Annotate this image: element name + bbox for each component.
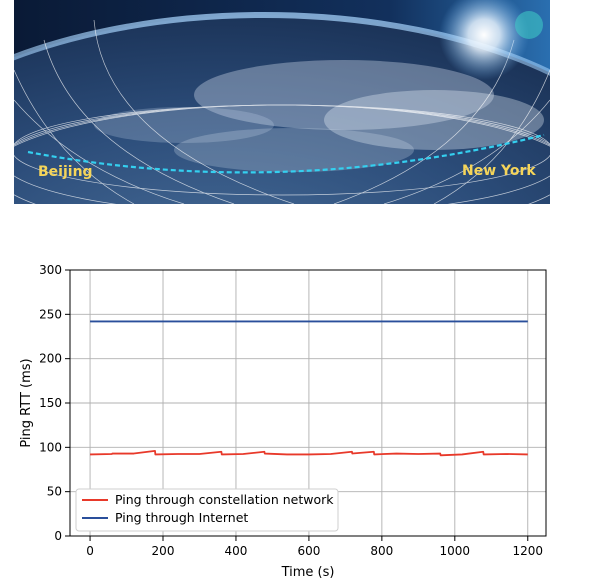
y-axis-title: Ping RTT (ms) — [19, 358, 34, 447]
y-tick-label: 200 — [39, 352, 62, 366]
legend-label-constellation: Ping through constellation network — [115, 492, 334, 507]
x-tick-label: 0 — [86, 544, 94, 558]
legend-label-internet: Ping through Internet — [115, 510, 248, 525]
series-line-constellation — [90, 449, 528, 457]
y-tick-label: 50 — [47, 485, 62, 499]
y-tick-label: 100 — [39, 440, 62, 454]
city-label-beijing: Beijing — [38, 164, 93, 180]
legend: Ping through constellation network Ping … — [75, 488, 339, 532]
x-tick-label: 1000 — [440, 544, 471, 558]
city-label-new-york: New York — [462, 163, 536, 179]
x-tick-label: 400 — [225, 544, 248, 558]
x-axis-title: Time (s) — [281, 565, 335, 580]
sun-flare — [439, 0, 529, 80]
x-tick-label: 600 — [297, 544, 320, 558]
y-tick-label: 250 — [39, 307, 62, 321]
series-layer — [90, 320, 528, 457]
satellite-link-path — [27, 133, 545, 174]
legend-box — [75, 488, 339, 532]
constellation-banner: Beijing New York — [14, 0, 550, 204]
y-tick-label: 0 — [54, 529, 62, 543]
y-tick-label: 300 — [39, 263, 62, 277]
earth — [14, 15, 550, 204]
axis-layer: 0 200 400 600 800 1000 1200 0 50 100 150 200 250 300 — [39, 263, 543, 558]
y-tick-label: 150 — [39, 396, 62, 410]
ping-rtt-chart: 0 200 400 600 800 1000 1200050100150200250300 … — [19, 263, 547, 580]
x-tick-label: 1200 — [512, 544, 543, 558]
x-tick-label: 800 — [370, 544, 393, 558]
x-tick-label: 200 — [152, 544, 175, 558]
